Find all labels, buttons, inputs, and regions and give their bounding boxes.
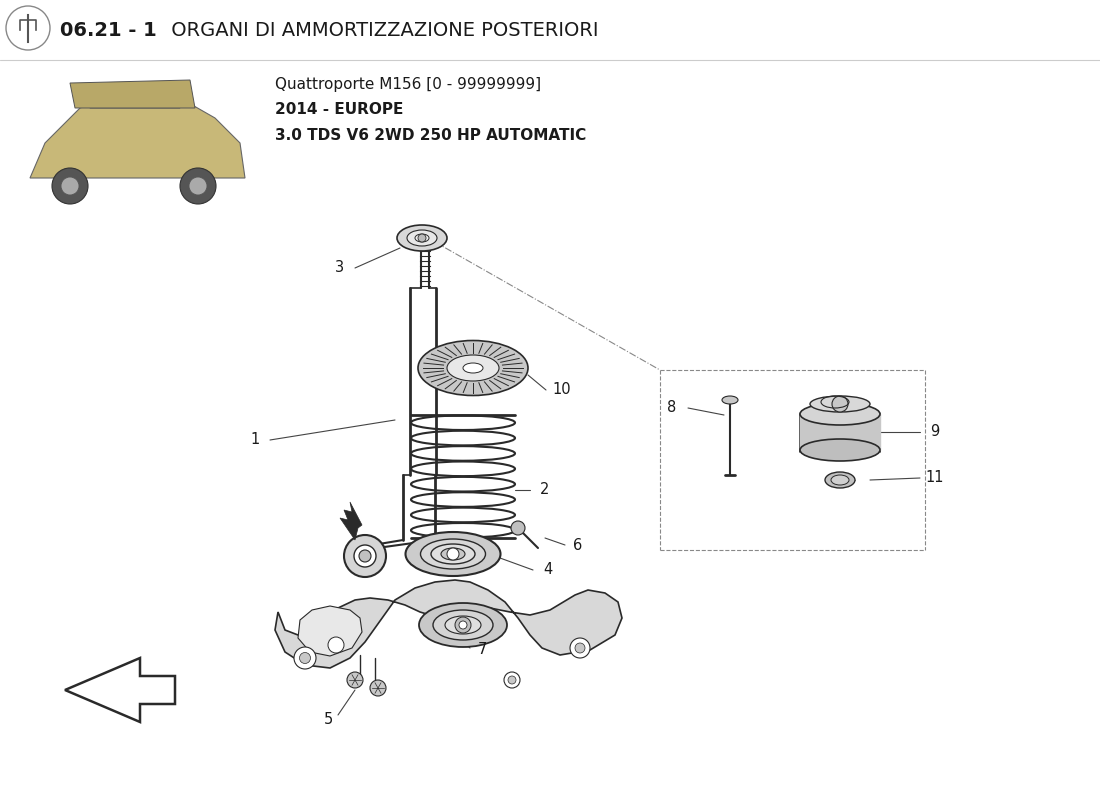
Ellipse shape — [359, 550, 371, 562]
Circle shape — [832, 396, 848, 412]
Circle shape — [328, 637, 344, 653]
Ellipse shape — [825, 472, 855, 488]
Ellipse shape — [406, 532, 500, 576]
Ellipse shape — [800, 439, 880, 461]
Circle shape — [370, 680, 386, 696]
Text: 7: 7 — [477, 642, 486, 658]
Text: ORGANI DI AMMORTIZZAZIONE POSTERIORI: ORGANI DI AMMORTIZZAZIONE POSTERIORI — [165, 21, 598, 39]
Ellipse shape — [407, 230, 437, 246]
Circle shape — [6, 6, 50, 50]
Text: Quattroporte M156 [0 - 99999999]: Quattroporte M156 [0 - 99999999] — [275, 78, 541, 93]
Ellipse shape — [447, 355, 499, 381]
Polygon shape — [88, 86, 180, 108]
Polygon shape — [275, 580, 622, 668]
Circle shape — [294, 647, 316, 669]
Text: 6: 6 — [573, 538, 583, 553]
Circle shape — [575, 643, 585, 653]
Polygon shape — [70, 80, 195, 108]
Text: 5: 5 — [323, 713, 332, 727]
Ellipse shape — [354, 545, 376, 567]
Text: 8: 8 — [668, 401, 676, 415]
Circle shape — [60, 177, 79, 195]
Circle shape — [447, 548, 459, 560]
Polygon shape — [65, 658, 175, 722]
Text: 11: 11 — [926, 470, 944, 486]
Text: 9: 9 — [931, 425, 939, 439]
Circle shape — [299, 653, 310, 663]
Ellipse shape — [830, 475, 849, 485]
Circle shape — [52, 168, 88, 204]
Circle shape — [189, 177, 207, 195]
Polygon shape — [298, 606, 362, 656]
Text: 4: 4 — [543, 562, 552, 578]
Ellipse shape — [433, 610, 493, 640]
Ellipse shape — [420, 539, 485, 569]
Text: 10: 10 — [552, 382, 571, 398]
Text: 1: 1 — [251, 433, 260, 447]
Text: 06.21 - 1: 06.21 - 1 — [60, 21, 156, 39]
Ellipse shape — [397, 225, 447, 251]
Ellipse shape — [441, 548, 465, 560]
Ellipse shape — [722, 396, 738, 404]
Circle shape — [504, 672, 520, 688]
Ellipse shape — [419, 603, 507, 647]
Circle shape — [459, 621, 468, 629]
Text: 3: 3 — [336, 261, 344, 275]
Circle shape — [180, 168, 216, 204]
Ellipse shape — [344, 535, 386, 577]
Polygon shape — [340, 502, 362, 540]
Circle shape — [455, 617, 471, 633]
Circle shape — [512, 521, 525, 535]
Ellipse shape — [418, 341, 528, 395]
Ellipse shape — [431, 544, 475, 564]
Text: 2014 - EUROPE: 2014 - EUROPE — [275, 102, 404, 118]
Ellipse shape — [446, 616, 481, 634]
Circle shape — [418, 234, 426, 242]
Circle shape — [570, 638, 590, 658]
Ellipse shape — [415, 234, 429, 242]
Circle shape — [346, 672, 363, 688]
Polygon shape — [30, 98, 245, 178]
Ellipse shape — [463, 363, 483, 373]
Ellipse shape — [800, 403, 880, 425]
Circle shape — [508, 676, 516, 684]
Ellipse shape — [810, 396, 870, 412]
Text: 2: 2 — [540, 482, 550, 498]
Text: 3.0 TDS V6 2WD 250 HP AUTOMATIC: 3.0 TDS V6 2WD 250 HP AUTOMATIC — [275, 127, 586, 142]
